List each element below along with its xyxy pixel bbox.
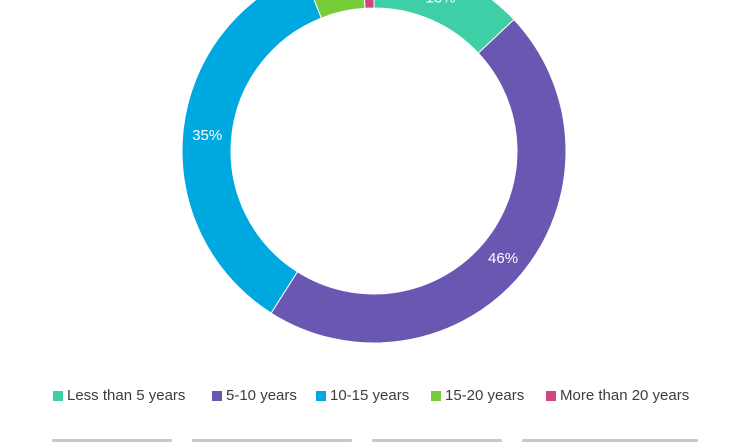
slice-label-10-15-years: 35%: [192, 127, 222, 144]
legend-item-10-15-years[interactable]: 10-15 years: [316, 387, 409, 404]
legend-item-5-10-years[interactable]: 5-10 years: [212, 387, 297, 404]
legend-label-10-15-years: 10-15 years: [330, 387, 410, 404]
legend-label-less-than-5-years: Less than 5 years: [67, 387, 186, 404]
slice-more-than-20-years[interactable]: [362, 0, 375, 9]
slice-10-15-years[interactable]: [181, 0, 323, 314]
legend-swatch-15-20-years: [431, 390, 441, 401]
donut-slices: [181, 0, 567, 344]
legend-item-more-than-20-years[interactable]: More than 20 years: [546, 387, 689, 404]
footnote-fragment: [192, 439, 352, 442]
footnote-fragment: [372, 439, 502, 442]
footnote-text-cropped: [52, 436, 700, 445]
legend-swatch-less-than-5-years: [53, 390, 63, 401]
legend-swatch-more-than-20-years: [546, 390, 556, 401]
footnote-fragment: [522, 439, 698, 442]
slice-label-5-10-years: 46%: [488, 250, 518, 267]
footnote-fragment: [52, 439, 172, 442]
slice-label-less-than-5-years: 13%: [426, 0, 456, 6]
legend-label-15-20-years: 15-20 years: [445, 387, 525, 404]
slice-labels: 13% 46% 35%: [192, 0, 518, 267]
legend-item-less-than-5-years[interactable]: Less than 5 years: [53, 387, 185, 404]
chart-legend: Less than 5 years 5-10 years 10-15 years…: [0, 387, 752, 411]
slice-15-20-years[interactable]: [303, 0, 366, 19]
legend-item-15-20-years[interactable]: 15-20 years: [431, 387, 524, 404]
legend-swatch-10-15-years: [316, 390, 326, 401]
legend-swatch-5-10-years: [212, 390, 222, 401]
legend-label-5-10-years: 5-10 years: [226, 387, 297, 404]
legend-label-more-than-20-years: More than 20 years: [560, 387, 690, 404]
slice-5-10-years[interactable]: [270, 18, 567, 344]
